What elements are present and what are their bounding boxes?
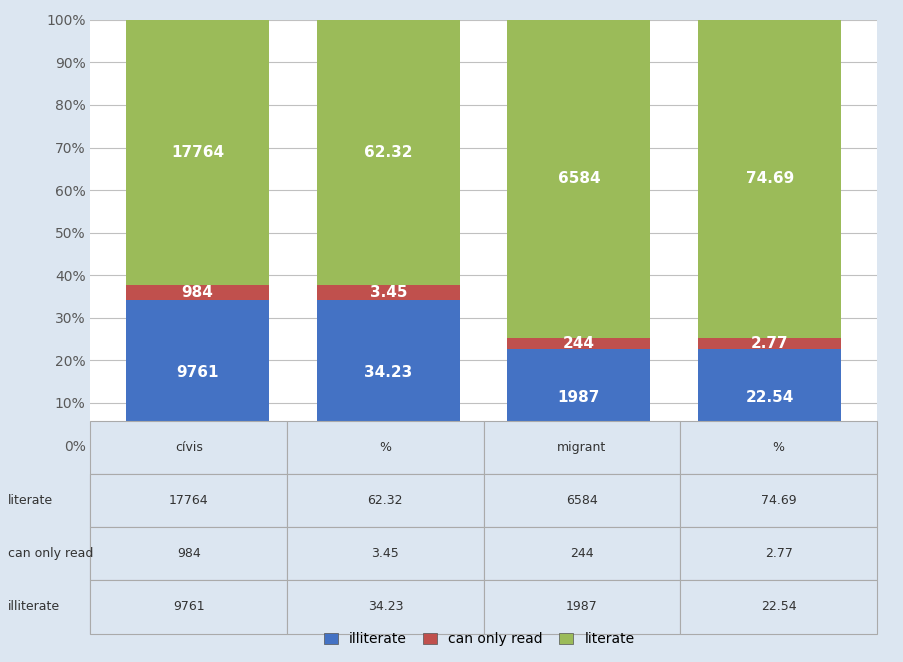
Legend: illiterate, can only read, literate: illiterate, can only read, literate (318, 627, 639, 652)
Bar (507, 338, 650, 350)
Bar (126, 20, 269, 285)
Bar (316, 285, 460, 300)
Text: 984: 984 (182, 285, 213, 300)
Bar (126, 300, 269, 446)
Bar (126, 285, 269, 300)
Text: can only read: can only read (8, 547, 93, 560)
Text: 2.77: 2.77 (750, 336, 787, 351)
Text: 74.69: 74.69 (745, 171, 793, 186)
Bar (507, 20, 650, 338)
Text: 6584: 6584 (557, 171, 600, 186)
Text: 3.45: 3.45 (369, 285, 406, 300)
Bar (316, 20, 460, 285)
Text: illiterate: illiterate (8, 600, 60, 614)
Text: 62.32: 62.32 (364, 145, 412, 160)
Bar (507, 350, 650, 446)
Bar (697, 350, 840, 446)
Text: 22.54: 22.54 (745, 390, 793, 405)
Text: 17764: 17764 (171, 145, 224, 160)
Text: 244: 244 (563, 336, 594, 351)
Bar (697, 338, 840, 350)
Text: 34.23: 34.23 (364, 365, 412, 380)
Text: 1987: 1987 (557, 390, 600, 405)
Text: 9761: 9761 (176, 365, 219, 380)
Bar (697, 20, 840, 338)
Text: literate: literate (8, 494, 53, 507)
Bar (316, 300, 460, 446)
